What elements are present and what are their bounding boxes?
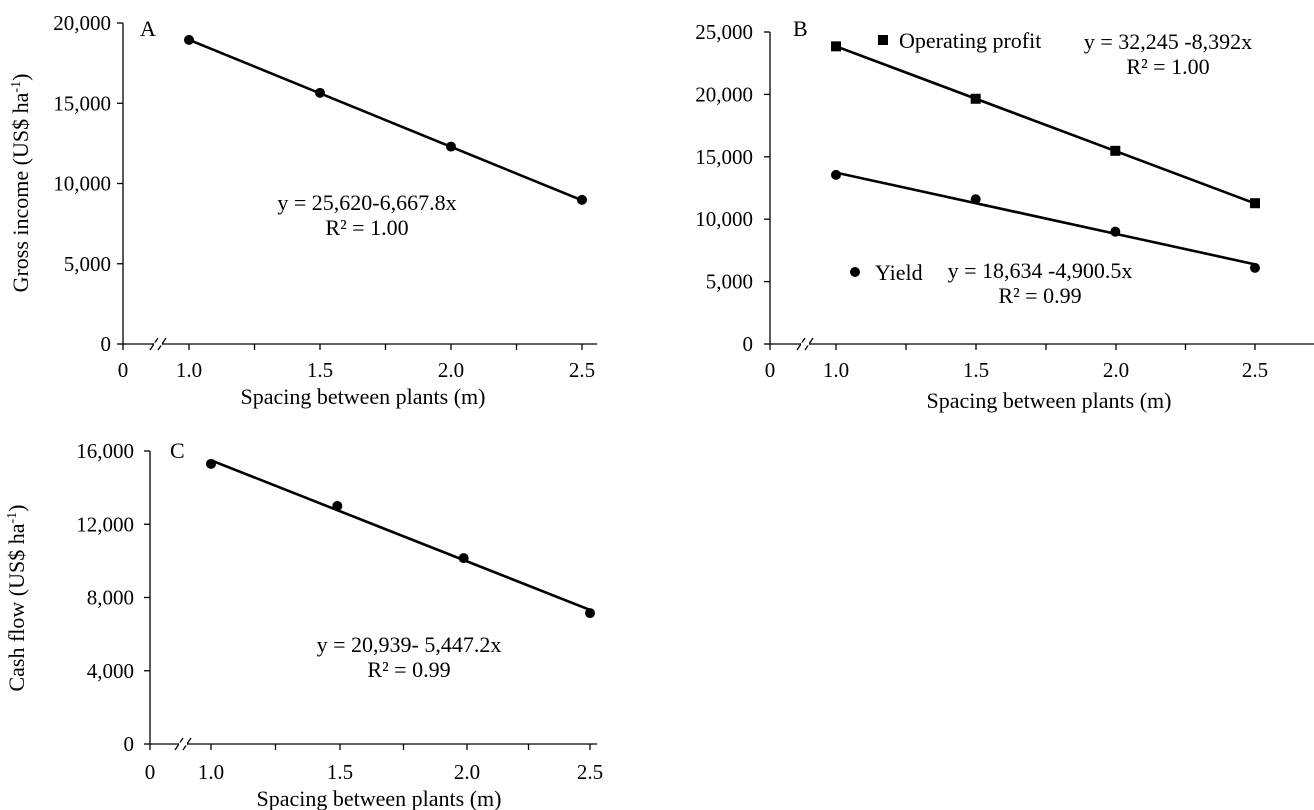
- y-axis-label: Cash flow (US$ ha-1): [4, 504, 29, 691]
- data-point: [577, 194, 587, 205]
- data-point: [206, 458, 216, 469]
- x-tick-label: 1.5: [307, 358, 333, 382]
- x-tick-label: 2.0: [1103, 358, 1129, 382]
- data-point: [446, 141, 456, 152]
- x-axis-label: Spacing between plants (m): [257, 786, 502, 810]
- y-tick-label: 15,000: [53, 91, 111, 115]
- y-axis-label: Gross income (US$ ha-1): [8, 74, 33, 293]
- legend-circle-marker: [850, 267, 860, 277]
- legend-label: Operating profit: [899, 28, 1041, 53]
- x-tick-label: 2.5: [569, 358, 595, 382]
- y-tick-label: 25,000: [695, 20, 753, 44]
- data-point: [332, 500, 343, 511]
- x-tick-label: 1.0: [198, 760, 224, 784]
- y-tick-label: 12,000: [76, 512, 134, 536]
- data-point: [831, 169, 841, 180]
- r-squared-label: R² = 0.99: [998, 283, 1081, 308]
- axis-break-gap: [154, 342, 162, 346]
- y-tick-label: 10,000: [695, 207, 753, 231]
- y-tick-label: 0: [124, 732, 135, 756]
- x-tick-label: 2.5: [577, 760, 603, 784]
- x-tick-label: 1.5: [963, 358, 989, 382]
- chart-panel-b: 0 5,000 10,000 15,000 20,000 25,000 0 1.0 1.5 2.0…: [695, 16, 1314, 413]
- x-tick-label: 0: [145, 760, 156, 784]
- y-tick-label: 4,000: [87, 659, 134, 683]
- r-squared-label: R² = 0.99: [367, 657, 450, 682]
- trend-equation: y = 32,245 -8,392x: [1084, 29, 1252, 54]
- r-squared-label: R² = 1.00: [1126, 54, 1209, 79]
- y-axis-label-close: ): [4, 504, 29, 511]
- trend-line: [835, 171, 1256, 266]
- data-point: [831, 41, 841, 52]
- y-tick-label: 0: [743, 332, 754, 356]
- panel-label: C: [170, 438, 185, 463]
- x-tick-label: 1.0: [823, 358, 849, 382]
- x-tick-label: 0: [765, 358, 776, 382]
- y-tick-label: 20,000: [53, 11, 111, 35]
- y-axis-label-unit-sup: -1: [5, 512, 20, 524]
- data-point: [458, 553, 469, 564]
- chart-panel-a: 0 5,000 10,000 15,000 20,000 0 1.0 1.5 2.0 2.5 Spa…: [8, 11, 597, 409]
- y-tick-label: 5,000: [706, 270, 753, 294]
- trend-equation: y = 25,620-6,667.8x: [277, 190, 456, 215]
- legend-label: Yield: [875, 260, 923, 285]
- y-tick-label: 10,000: [53, 172, 111, 196]
- r-squared-label: R² = 1.00: [325, 215, 408, 240]
- y-tick-label: 8,000: [87, 586, 134, 610]
- y-tick-label: 16,000: [76, 439, 134, 463]
- x-axis-label: Spacing between plants (m): [927, 388, 1172, 413]
- trend-equation: y = 20,939- 5,447.2x: [317, 632, 502, 657]
- y-tick-label: 0: [101, 332, 112, 356]
- x-tick-label: 2.5: [1242, 358, 1268, 382]
- trend-line: [210, 459, 591, 612]
- y-axis-label-text: Cash flow (US$ ha: [4, 523, 29, 691]
- data-point: [1110, 145, 1121, 156]
- panel-label: B: [793, 16, 808, 41]
- y-axis-label-unit-sup: -1: [9, 81, 24, 93]
- data-point: [1110, 226, 1121, 237]
- axis-break-gap: [179, 742, 187, 746]
- y-tick-label: 5,000: [64, 252, 111, 276]
- data-point: [970, 93, 981, 104]
- legend-square-marker: [878, 35, 888, 45]
- panel-label: A: [140, 16, 156, 41]
- y-tick-label: 15,000: [695, 145, 753, 169]
- trend-equation: y = 18,634 -4,900.5x: [948, 258, 1133, 283]
- data-point: [970, 194, 981, 205]
- y-tick-label: 20,000: [695, 82, 753, 106]
- y-axis-label-close: ): [8, 74, 33, 81]
- chart-panel-c: 0 4,000 8,000 12,000 16,000 0 1.0 1.5 2.0 2.5 Spac…: [4, 438, 603, 810]
- data-point: [585, 608, 595, 619]
- data-point: [1250, 262, 1260, 273]
- data-point: [184, 34, 194, 45]
- x-tick-label: 2.0: [454, 760, 480, 784]
- x-tick-label: 2.0: [438, 358, 464, 382]
- trend-line: [188, 38, 583, 202]
- x-axis-label: Spacing between plants (m): [241, 384, 486, 409]
- data-point: [315, 87, 325, 98]
- trend-line: [835, 45, 1256, 205]
- axis-break-gap: [801, 342, 809, 346]
- x-tick-label: 1.5: [327, 760, 353, 784]
- x-tick-label: 0: [118, 358, 129, 382]
- data-point: [1250, 198, 1260, 209]
- x-tick-label: 1.0: [176, 358, 202, 382]
- y-axis-label-text: Gross income (US$ ha: [8, 92, 33, 292]
